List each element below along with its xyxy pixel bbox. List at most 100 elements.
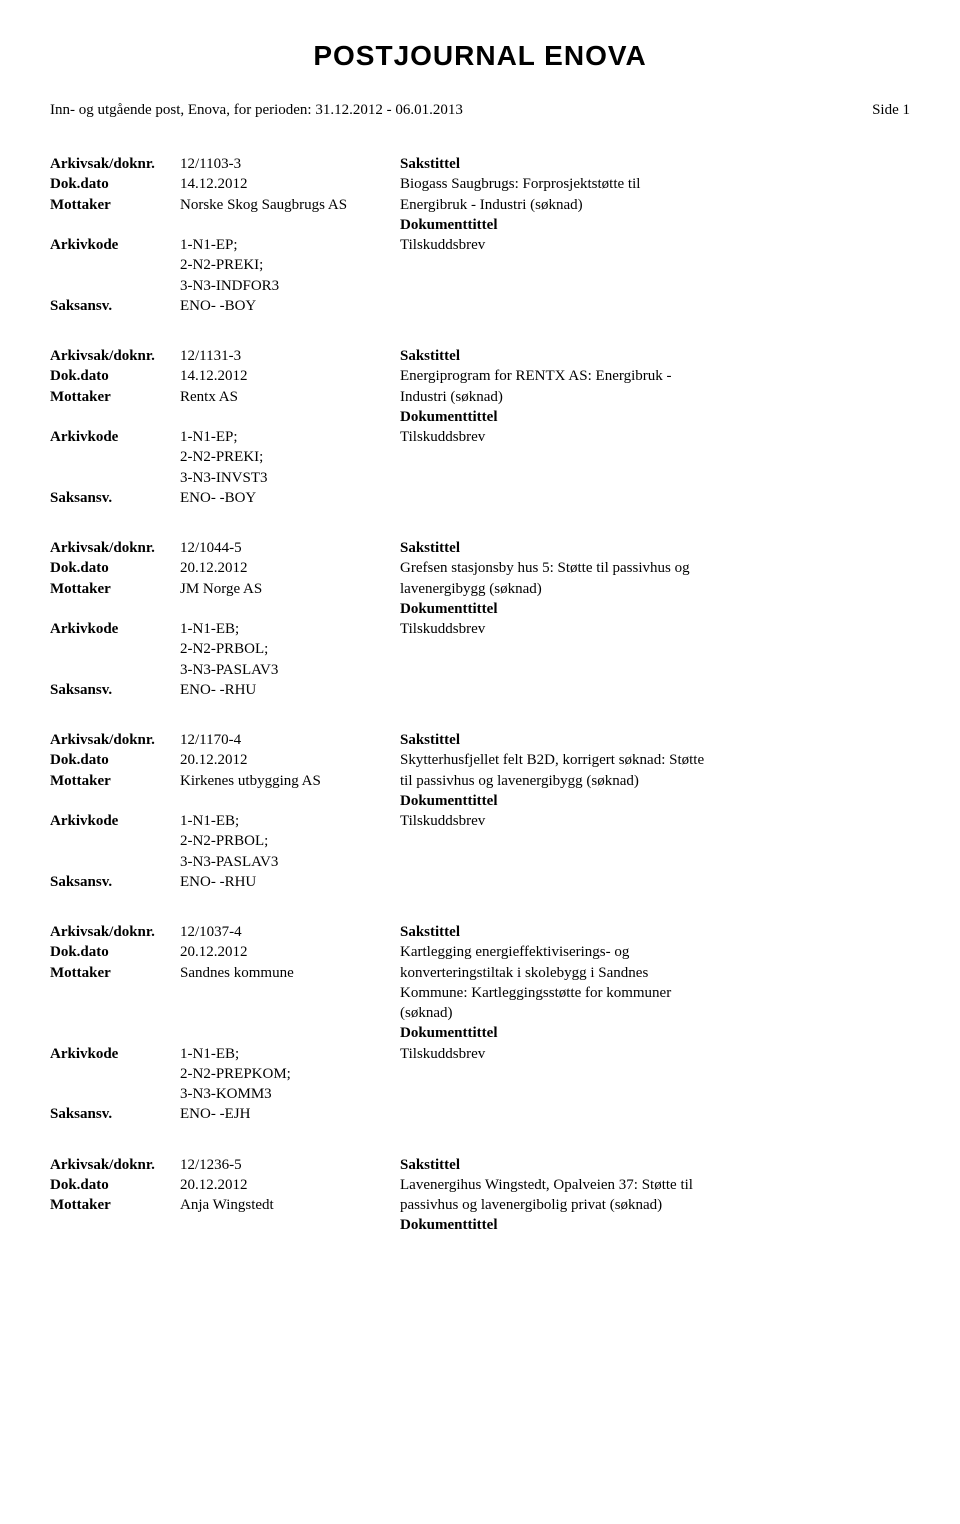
desc-line: Grefsen stasjonsby hus 5: Støtte til pas… [400,558,910,578]
value-arkivkode: 1-N1-EP; [180,427,400,447]
value-mottaker: Rentx AS [180,387,400,407]
label-dokdato: Dok.dato [50,1175,180,1195]
desc-line: til passivhus og lavenergibygg (søknad) [400,771,910,791]
desc-tilskudd: Tilskuddsbrev [400,619,910,639]
entries-container: Arkivsak/doknr.12/1103-3SakstittelDok.da… [50,154,910,1236]
value-mottaker: Anja Wingstedt [180,1195,400,1215]
label-dokdato: Dok.dato [50,174,180,194]
label-arkivsak: Arkivsak/doknr. [50,1155,180,1175]
label-arkivkode: Arkivkode [50,1044,180,1064]
label-arkivsak: Arkivsak/doknr. [50,538,180,558]
value-arkivkode: 1-N1-EB; [180,619,400,639]
value-saksansv: ENO- -RHU [180,872,400,892]
value-mottaker: JM Norge AS [180,579,400,599]
label-mottaker: Mottaker [50,387,180,407]
desc-line: Industri (søknad) [400,387,910,407]
desc-line: Biogass Saugbrugs: Forprosjektstøtte til [400,174,910,194]
label-mottaker: Mottaker [50,579,180,599]
value-arkivsak: 12/1170-4 [180,730,400,750]
value-mottaker: Norske Skog Saugbrugs AS [180,195,400,215]
label-saksansv: Saksansv. [50,488,180,508]
value-arkivsak: 12/1103-3 [180,154,400,174]
label-mottaker: Mottaker [50,1195,180,1215]
label-arkivkode: Arkivkode [50,619,180,639]
header-row: Inn- og utgående post, Enova, for period… [50,102,910,119]
label-saksansv: Saksansv. [50,296,180,316]
value-arkivkode: 3-N3-INDFOR3 [180,276,400,296]
label-dokumenttittel: Dokumenttittel [400,1215,910,1235]
value-dokdato: 20.12.2012 [180,750,400,770]
desc-line: Kartlegging energieffektiviserings- og [400,942,910,962]
journal-entry: Arkivsak/doknr.12/1131-3Sakstittel Dok.da… [50,346,910,508]
label-dokdato: Dok.dato [50,366,180,386]
label-arkivsak: Arkivsak/doknr. [50,154,180,174]
value-arkivsak: 12/1236-5 [180,1155,400,1175]
desc-line: Lavenergihus Wingstedt, Opalveien 37: St… [400,1175,910,1195]
desc-tilskudd: Tilskuddsbrev [400,1044,910,1064]
label-mottaker: Mottaker [50,195,180,215]
label-arkivkode: Arkivkode [50,427,180,447]
label-dokumenttittel: Dokumenttittel [400,1023,910,1043]
value-arkivkode: 2-N2-PRBOL; [180,831,400,851]
value-dokdato: 20.12.2012 [180,558,400,578]
desc-line: Energibruk - Industri (søknad) [400,195,910,215]
journal-entry: Arkivsak/doknr.12/1103-3Sakstittel Dok.da… [50,154,910,316]
desc-line: passivhus og lavenergibolig privat (søkn… [400,1195,910,1215]
value-saksansv: ENO- -RHU [180,680,400,700]
value-saksansv: ENO- -BOY [180,488,400,508]
label-dokumenttittel: Dokumenttittel [400,791,910,811]
desc-tilskudd: Tilskuddsbrev [400,427,910,447]
label-mottaker: Mottaker [50,963,180,983]
value-dokdato: 20.12.2012 [180,942,400,962]
label-arkivkode: Arkivkode [50,811,180,831]
value-saksansv: ENO- -EJH [180,1104,400,1124]
value-arkivsak: 12/1044-5 [180,538,400,558]
label-dokumenttittel: Dokumenttittel [400,599,910,619]
value-arkivkode: 3-N3-INVST3 [180,468,400,488]
label-sakstittel: Sakstittel [400,730,910,750]
value-dokdato: 14.12.2012 [180,366,400,386]
label-arkivsak: Arkivsak/doknr. [50,346,180,366]
value-arkivkode: 3-N3-PASLAV3 [180,852,400,872]
label-saksansv: Saksansv. [50,680,180,700]
value-arkivkode: 3-N3-PASLAV3 [180,660,400,680]
label-mottaker: Mottaker [50,771,180,791]
value-arkivkode: 2-N2-PREKI; [180,447,400,467]
value-arkivkode: 1-N1-EB; [180,1044,400,1064]
value-mottaker: Sandnes kommune [180,963,400,983]
value-arkivkode: 2-N2-PREKI; [180,255,400,275]
label-saksansv: Saksansv. [50,872,180,892]
desc-line: (søknad) [400,1003,910,1023]
value-dokdato: 14.12.2012 [180,174,400,194]
label-dokdato: Dok.dato [50,750,180,770]
label-sakstittel: Sakstittel [400,154,910,174]
label-sakstittel: Sakstittel [400,538,910,558]
page-title: POSTJOURNAL ENOVA [50,40,910,72]
value-arkivsak: 12/1131-3 [180,346,400,366]
value-arkivkode: 1-N1-EP; [180,235,400,255]
desc-tilskudd: Tilskuddsbrev [400,811,910,831]
desc-line: lavenergibygg (søknad) [400,579,910,599]
label-dokumenttittel: Dokumenttittel [400,215,910,235]
journal-entry: Arkivsak/doknr.12/1236-5SakstittelDok.da… [50,1155,910,1236]
desc-line: Kommune: Kartleggingsstøtte for kommuner [400,983,910,1003]
value-arkivkode: 1-N1-EB; [180,811,400,831]
label-arkivsak: Arkivsak/doknr. [50,922,180,942]
label-arkivsak: Arkivsak/doknr. [50,730,180,750]
header-right: Side 1 [872,102,910,119]
desc-tilskudd: Tilskuddsbrev [400,235,910,255]
label-saksansv: Saksansv. [50,1104,180,1124]
label-dokumenttittel: Dokumenttittel [400,407,910,427]
value-saksansv: ENO- -BOY [180,296,400,316]
header-left: Inn- og utgående post, Enova, for period… [50,102,463,119]
label-sakstittel: Sakstittel [400,346,910,366]
label-dokdato: Dok.dato [50,558,180,578]
label-dokdato: Dok.dato [50,942,180,962]
journal-entry: Arkivsak/doknr.12/1037-4SakstittelDok.da… [50,922,910,1125]
value-arkivsak: 12/1037-4 [180,922,400,942]
value-arkivkode: 2-N2-PRBOL; [180,639,400,659]
label-arkivkode: Arkivkode [50,235,180,255]
journal-entry: Arkivsak/doknr.12/1170-4Sakstittel Dok.da… [50,730,910,892]
value-mottaker: Kirkenes utbygging AS [180,771,400,791]
desc-line: konverteringstiltak i skolebygg i Sandne… [400,963,910,983]
